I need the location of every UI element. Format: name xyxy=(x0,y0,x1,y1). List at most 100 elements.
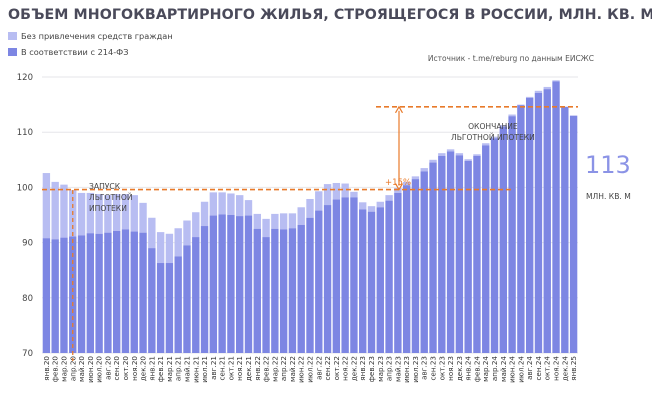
x-tick-label: июл.20 xyxy=(95,356,104,383)
x-tick-label: апр.21 xyxy=(174,356,183,381)
bar-non-214 xyxy=(86,192,95,234)
x-tick-label: июл.24 xyxy=(516,356,525,383)
bar-non-214 xyxy=(42,173,51,239)
bar-214 xyxy=(569,115,578,353)
x-tick-label: май.21 xyxy=(182,356,191,382)
bar-non-214 xyxy=(236,195,244,217)
bar-non-214 xyxy=(385,195,393,201)
end-annotation-line1: ОКОНЧАНИЕ xyxy=(468,122,518,131)
x-tick-label: окт.22 xyxy=(332,356,341,380)
chart-title: ОБЪЕМ МНОГОКВАРТИРНОГО ЖИЛЬЯ, СТРОЯЩЕГОС… xyxy=(8,7,652,23)
bar-non-214 xyxy=(288,213,297,229)
bar-214 xyxy=(174,256,182,353)
bar-non-214 xyxy=(51,181,59,240)
bar-214 xyxy=(517,105,525,353)
launch-annotation-line3: ИПОТЕКИ xyxy=(89,204,127,213)
bar-non-214 xyxy=(209,192,218,216)
x-tick-label: янв.22 xyxy=(253,356,262,381)
x-tick-label: сен.20 xyxy=(112,356,121,381)
bar-non-214 xyxy=(499,125,508,127)
bar-214 xyxy=(385,200,393,353)
bar-non-214 xyxy=(482,143,490,146)
x-tick-label: июл.22 xyxy=(306,356,315,383)
bar-non-214 xyxy=(297,207,305,225)
x-tick-label: апр.20 xyxy=(68,356,77,382)
bar-non-214 xyxy=(271,213,279,229)
bar-214 xyxy=(402,185,411,353)
bar-non-214 xyxy=(156,232,165,264)
x-tick-label: июн.21 xyxy=(191,356,200,383)
bar-214 xyxy=(227,215,235,353)
bar-non-214 xyxy=(332,182,341,200)
x-tick-label: мар.20 xyxy=(59,356,68,382)
bar-non-214 xyxy=(350,191,358,198)
bar-non-214 xyxy=(420,168,428,172)
bar-214 xyxy=(51,239,59,353)
x-tick-label: сен.21 xyxy=(218,356,227,381)
end-annotation-line2: ЛЬГОТНОЙ ИПОТЕКИ xyxy=(451,133,535,142)
bar-214 xyxy=(341,197,349,353)
legend-label-non-214: Без привлечения средств граждан xyxy=(21,31,173,41)
x-tick-label: ноя.21 xyxy=(235,356,244,381)
bar-214 xyxy=(183,245,191,353)
bar-214 xyxy=(244,215,253,353)
bar-214 xyxy=(499,126,508,354)
bar-214 xyxy=(394,192,402,353)
bar-non-214 xyxy=(438,153,446,156)
bar-non-214 xyxy=(77,192,86,236)
bar-non-214 xyxy=(315,191,323,211)
bar-214 xyxy=(42,238,51,353)
bar-non-214 xyxy=(525,96,534,98)
legend-label-214: В соответствии с 214-ФЗ xyxy=(21,47,129,57)
x-tick-label: дек.20 xyxy=(139,356,148,382)
bar-214 xyxy=(209,215,218,353)
bar-non-214 xyxy=(227,193,235,215)
bar-214 xyxy=(464,160,472,353)
x-tick-label: апр.24 xyxy=(490,356,499,382)
y-tick-label: 90 xyxy=(22,239,33,249)
x-tick-label: ноя.22 xyxy=(341,356,350,381)
x-tick-label: ноя.20 xyxy=(130,356,139,381)
bar-214 xyxy=(323,205,332,353)
growth-arrow-head-up xyxy=(394,105,404,114)
x-tick-label: апр.22 xyxy=(279,356,288,381)
x-tick-label: авг.20 xyxy=(103,356,112,380)
bar-214 xyxy=(359,209,367,353)
bar-non-214 xyxy=(139,202,147,233)
growth-arrow-head-down xyxy=(394,183,404,191)
x-tick-label: сен.22 xyxy=(323,356,332,381)
bar-214 xyxy=(367,211,376,353)
x-tick-label: июн.20 xyxy=(86,356,95,383)
x-tick-label: ноя.23 xyxy=(446,356,455,381)
bar-214 xyxy=(271,228,279,353)
x-tick-label: фев.22 xyxy=(262,356,271,382)
x-tick-label: янв.25 xyxy=(569,356,578,381)
bar-non-214 xyxy=(394,187,402,193)
x-tick-label: дек.22 xyxy=(349,356,358,381)
x-tick-label: янв.20 xyxy=(42,356,51,381)
bar-214 xyxy=(192,237,200,353)
bar-non-214 xyxy=(376,201,384,208)
x-tick-label: янв.24 xyxy=(464,356,473,381)
x-tick-label: июл.23 xyxy=(411,356,420,383)
end-annotation: ОКОНЧАНИЕ ЛЬГОТНОЙ ИПОТЕКИ xyxy=(451,121,535,143)
bar-214 xyxy=(306,217,314,353)
bar-214 xyxy=(525,97,534,353)
x-tick-label: дек.21 xyxy=(244,356,253,381)
x-tick-label: мар.24 xyxy=(481,356,490,382)
bar-214 xyxy=(482,145,490,353)
bar-non-214 xyxy=(244,200,253,216)
bar-non-214 xyxy=(543,86,551,90)
bar-214 xyxy=(236,216,244,353)
bar-non-214 xyxy=(508,114,516,117)
y-tick-label: 80 xyxy=(22,294,33,304)
x-tick-label: авг.24 xyxy=(525,356,534,380)
bar-214 xyxy=(121,229,130,353)
x-tick-label: мар.23 xyxy=(376,356,385,382)
x-tick-label: фев.20 xyxy=(51,356,60,383)
bar-214 xyxy=(376,207,384,353)
bar-214 xyxy=(262,237,270,353)
bar-non-214 xyxy=(306,198,314,218)
bar-non-214 xyxy=(279,213,288,230)
